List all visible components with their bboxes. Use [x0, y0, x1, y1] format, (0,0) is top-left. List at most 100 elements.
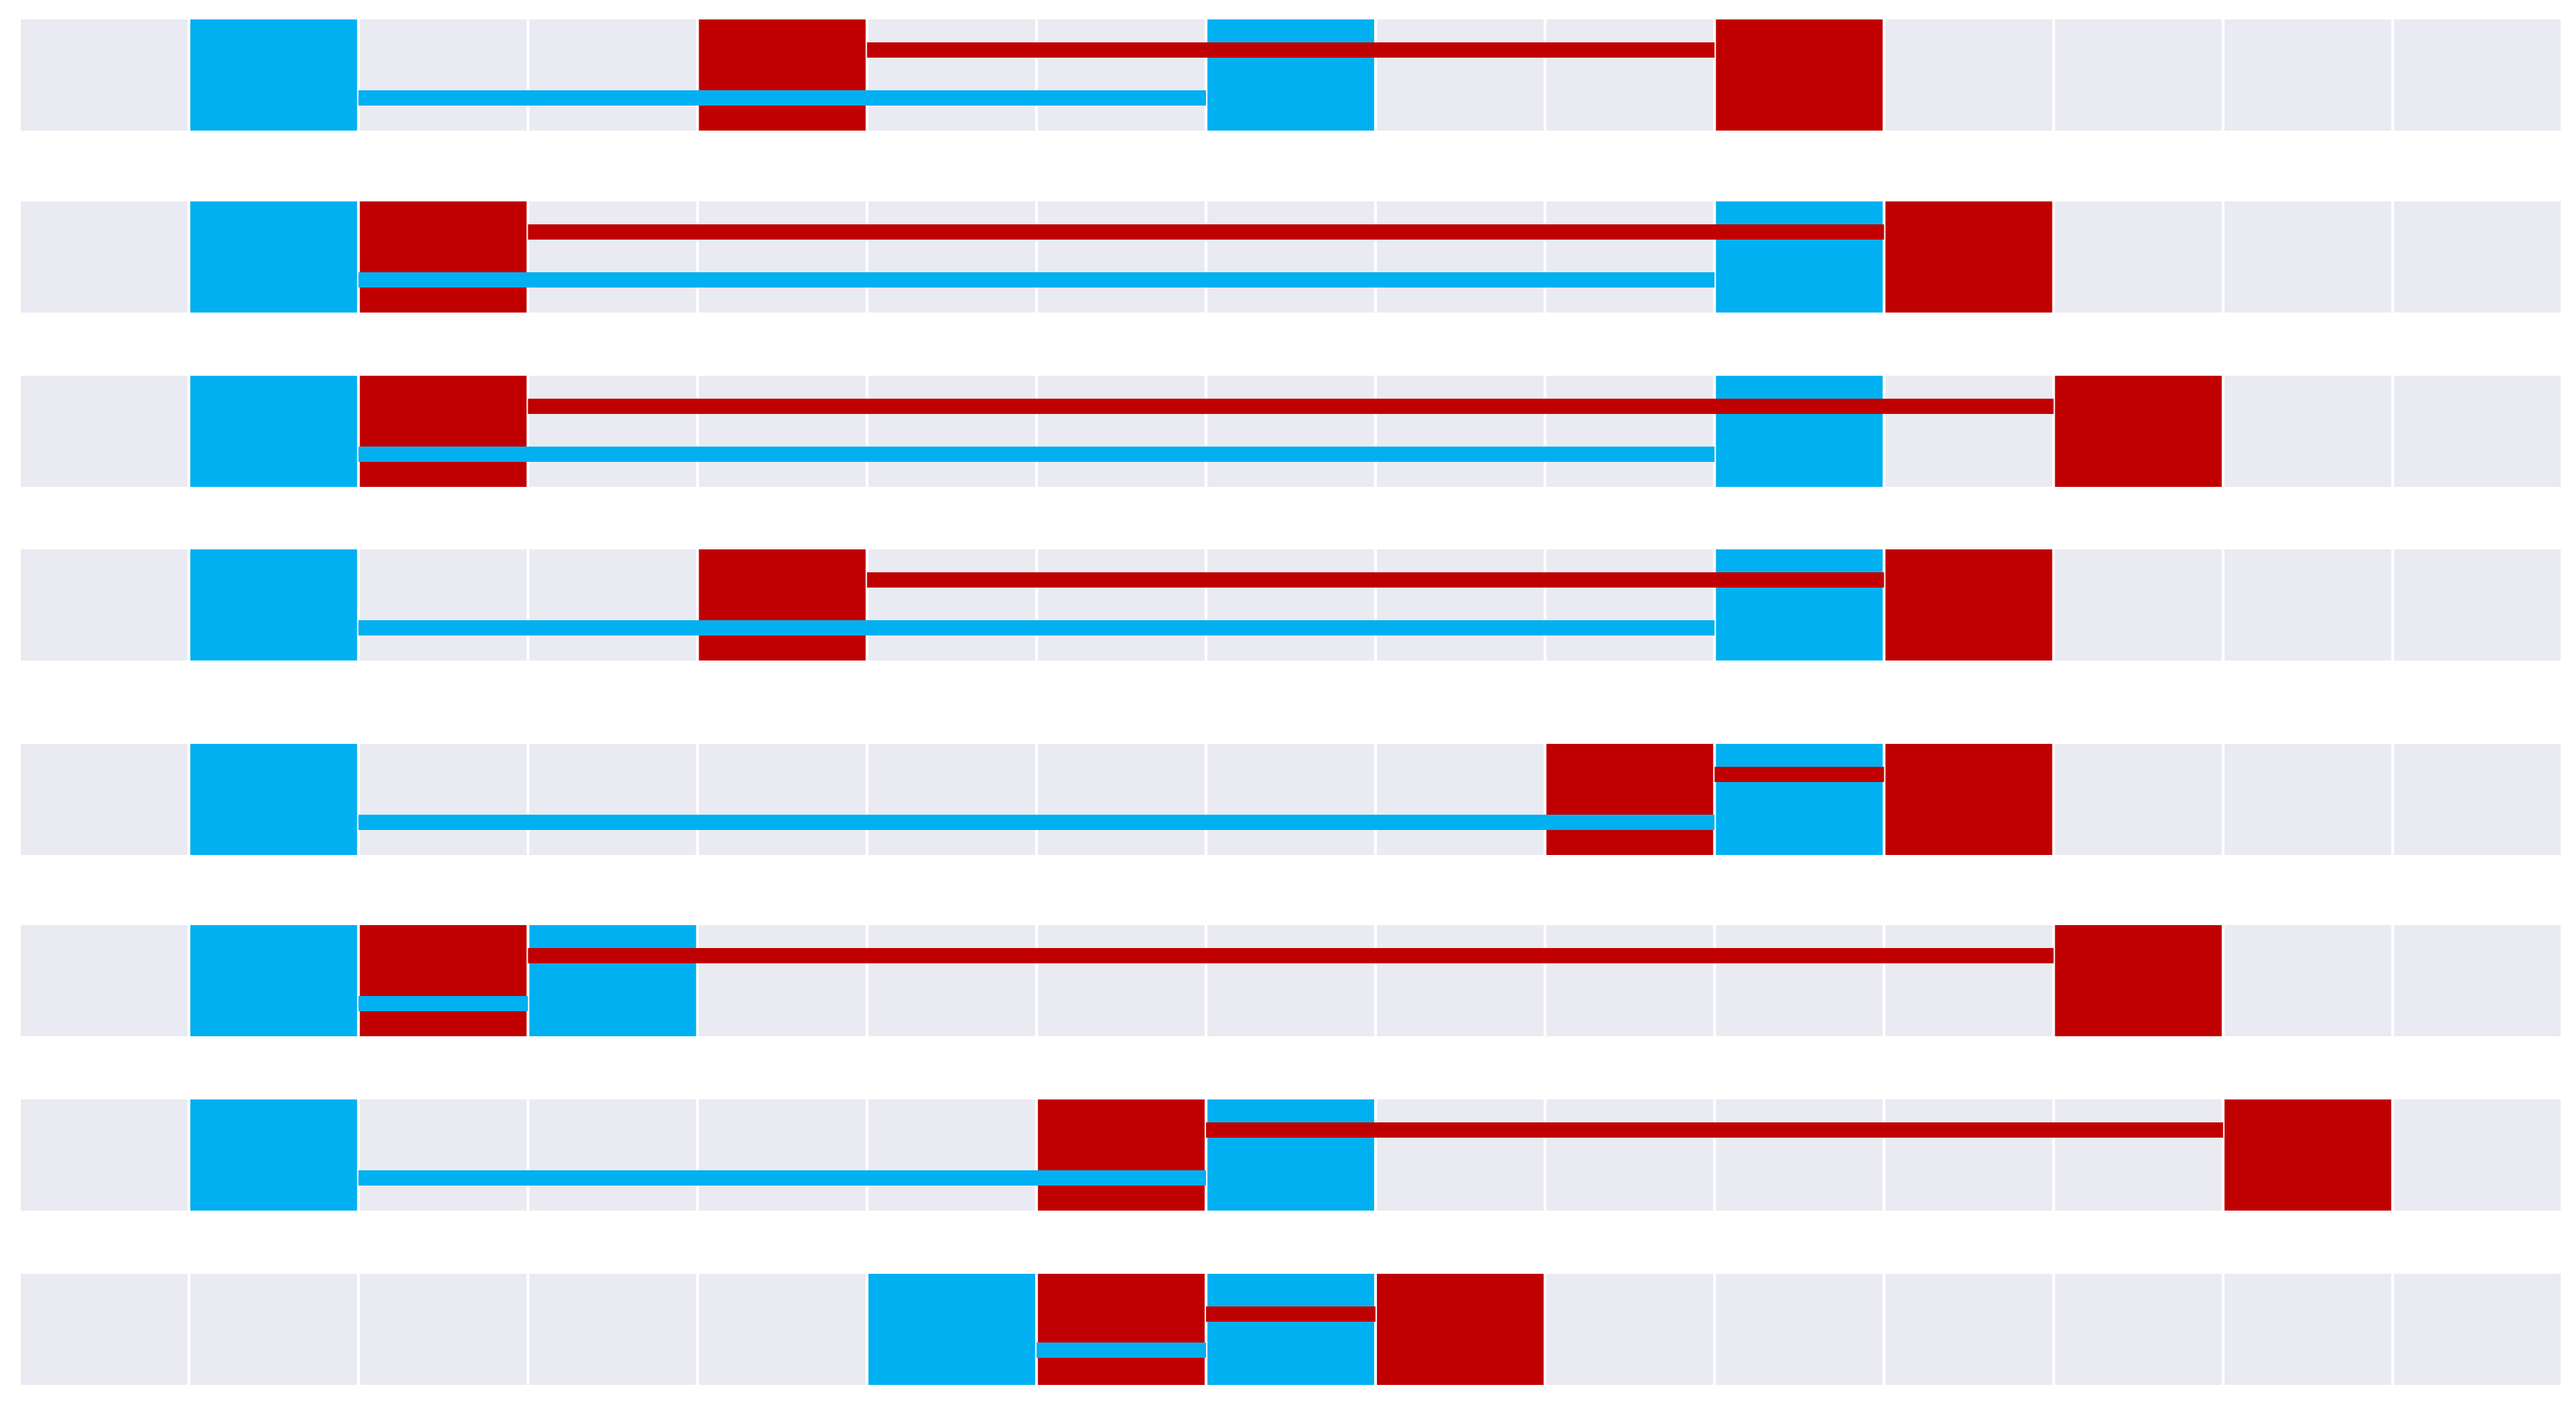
track-cell [1377, 549, 1544, 661]
track-cell [2224, 376, 2391, 487]
track-cell [868, 925, 1035, 1036]
track-cell [360, 19, 527, 131]
track-cell [529, 201, 696, 313]
blue-end-marker [1716, 744, 1883, 855]
track-cell [1546, 549, 1714, 661]
track-cell [868, 201, 1035, 313]
blue-end-marker [1207, 1099, 1375, 1211]
track-cell [1716, 925, 1883, 1036]
blue-end-marker [1207, 1274, 1375, 1385]
sequence-row [21, 376, 2561, 487]
track-cell [2393, 376, 2561, 487]
track-cell [2055, 1099, 2222, 1211]
red-start-marker [699, 19, 866, 131]
track-cell [2055, 1274, 2222, 1385]
red-end-marker [1885, 549, 2052, 661]
track-cell [1037, 549, 1205, 661]
blue-start-marker [190, 925, 358, 1036]
track-cell [360, 744, 527, 855]
track-cell [2393, 1274, 2561, 1385]
sequence-row [21, 201, 2561, 313]
track-cell [529, 744, 696, 855]
blue-start-marker [190, 549, 358, 661]
track-cell [1377, 19, 1544, 131]
blue-start-marker [190, 19, 358, 131]
track-cell [2055, 201, 2222, 313]
blue-start-marker [190, 1099, 358, 1211]
track-cell [360, 1274, 527, 1385]
red-start-marker [360, 376, 527, 487]
track-cell [1546, 376, 1714, 487]
track-cell [2224, 19, 2391, 131]
track-cell [1207, 376, 1375, 487]
track-cell [2055, 549, 2222, 661]
red-end-marker [2224, 1099, 2391, 1211]
track-cell [21, 201, 188, 313]
blue-start-marker [868, 1274, 1035, 1385]
track-cell [699, 1274, 866, 1385]
track-cell [1546, 1274, 1714, 1385]
track-cell [2055, 744, 2222, 855]
red-start-marker [699, 549, 866, 661]
blue-start-marker [190, 201, 358, 313]
blue-end-marker [529, 925, 696, 1036]
track-cell [21, 744, 188, 855]
blue-end-marker [1716, 549, 1883, 661]
track-cell [529, 19, 696, 131]
track-cell [2393, 201, 2561, 313]
track-cell [868, 19, 1035, 131]
track-cell [2393, 925, 2561, 1036]
track-cell [21, 549, 188, 661]
sequence-row [21, 1099, 2561, 1211]
track-cell [1037, 925, 1205, 1036]
red-end-marker [2055, 925, 2222, 1036]
sequence-row [21, 744, 2561, 855]
track-cell [2224, 925, 2391, 1036]
track-cell [868, 549, 1035, 661]
track-cell [699, 201, 866, 313]
track-cell [1546, 925, 1714, 1036]
track-cell [699, 925, 866, 1036]
blue-start-marker [190, 744, 358, 855]
track-cell [1885, 1274, 2052, 1385]
track-cell [699, 376, 866, 487]
blue-end-marker [1207, 19, 1375, 131]
track-cell [529, 1099, 696, 1211]
track-cell [1716, 1274, 1883, 1385]
track-cell [1716, 1099, 1883, 1211]
track-cell [1037, 19, 1205, 131]
track-cell [360, 549, 527, 661]
track-cell [2393, 19, 2561, 131]
track-cell [1207, 744, 1375, 855]
sequence-row [21, 19, 2561, 131]
track-cell [1037, 376, 1205, 487]
track-cell [1207, 925, 1375, 1036]
track-cell [2393, 744, 2561, 855]
track-cell [1037, 201, 1205, 313]
red-end-marker [1716, 19, 1883, 131]
track-cell [2224, 744, 2391, 855]
track-cell [1377, 201, 1544, 313]
red-start-marker [1037, 1099, 1205, 1211]
red-start-marker [1037, 1274, 1205, 1385]
track-cell [1037, 744, 1205, 855]
red-start-marker [360, 925, 527, 1036]
track-cell [21, 1274, 188, 1385]
red-start-marker [1546, 744, 1714, 855]
track-cell [2055, 19, 2222, 131]
red-end-marker [1885, 201, 2052, 313]
track-cell [868, 1099, 1035, 1211]
track-cell [21, 19, 188, 131]
track-cell [2393, 1099, 2561, 1211]
track-cell [2224, 549, 2391, 661]
track-cell [2224, 201, 2391, 313]
track-cell [1207, 549, 1375, 661]
track-cell [360, 1099, 527, 1211]
track-cell [1207, 201, 1375, 313]
track-cell [1377, 1099, 1544, 1211]
track-cell [2393, 549, 2561, 661]
track-cell [1546, 1099, 1714, 1211]
track-cell [21, 925, 188, 1036]
track-cell [868, 744, 1035, 855]
